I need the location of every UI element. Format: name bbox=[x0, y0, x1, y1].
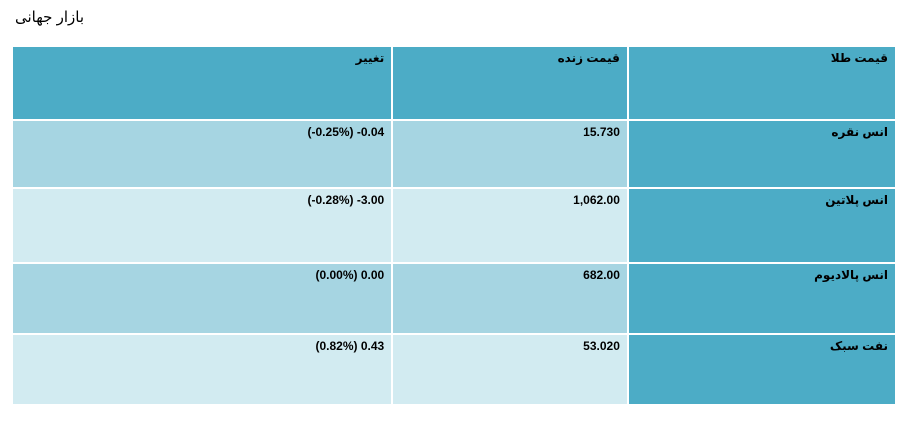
row-price: 682.00 bbox=[391, 262, 629, 335]
page-title: بازار جهانی bbox=[15, 9, 85, 26]
row-name: انس نقره bbox=[626, 119, 898, 189]
world-market-table: قیمت طلا قیمت زنده تغییر انس نقره 15.730… bbox=[10, 45, 898, 406]
change-value: (0.82%) 0.43 bbox=[315, 339, 385, 353]
row-change: (0.82%) 0.43 bbox=[10, 333, 394, 406]
price-value: 1,062.00 bbox=[573, 193, 620, 207]
price-value: 682.00 bbox=[583, 268, 620, 282]
table-row: نفت سبک 53.020 (0.82%) 0.43 bbox=[10, 333, 898, 406]
table-row: انس نقره 15.730 (-0.25%) -0.04 bbox=[10, 119, 898, 189]
row-change: (0.00%) 0.00 bbox=[10, 262, 394, 335]
table-row: انس پلاتین 1,062.00 (-0.28%) -3.00 bbox=[10, 187, 898, 264]
change-value: (0.00%) 0.00 bbox=[315, 268, 385, 282]
row-price: 1,062.00 bbox=[391, 187, 629, 264]
header-live-price: قیمت زنده bbox=[391, 45, 629, 121]
header-change: تغییر bbox=[10, 45, 394, 121]
table-row: انس پالادیوم 682.00 (0.00%) 0.00 bbox=[10, 262, 898, 335]
row-change: (-0.25%) -0.04 bbox=[10, 119, 394, 189]
change-value: (-0.28%) -3.00 bbox=[307, 193, 385, 207]
price-value: 53.020 bbox=[583, 339, 620, 353]
row-name: نفت سبک bbox=[626, 333, 898, 406]
row-name: انس پلاتین bbox=[626, 187, 898, 264]
row-price: 53.020 bbox=[391, 333, 629, 406]
header-gold-price: قیمت طلا bbox=[626, 45, 898, 121]
change-value: (-0.25%) -0.04 bbox=[307, 125, 385, 139]
row-change: (-0.28%) -3.00 bbox=[10, 187, 394, 264]
row-price: 15.730 bbox=[391, 119, 629, 189]
table-header-row: قیمت طلا قیمت زنده تغییر bbox=[10, 45, 898, 121]
price-value: 15.730 bbox=[583, 125, 620, 139]
row-name: انس پالادیوم bbox=[626, 262, 898, 335]
